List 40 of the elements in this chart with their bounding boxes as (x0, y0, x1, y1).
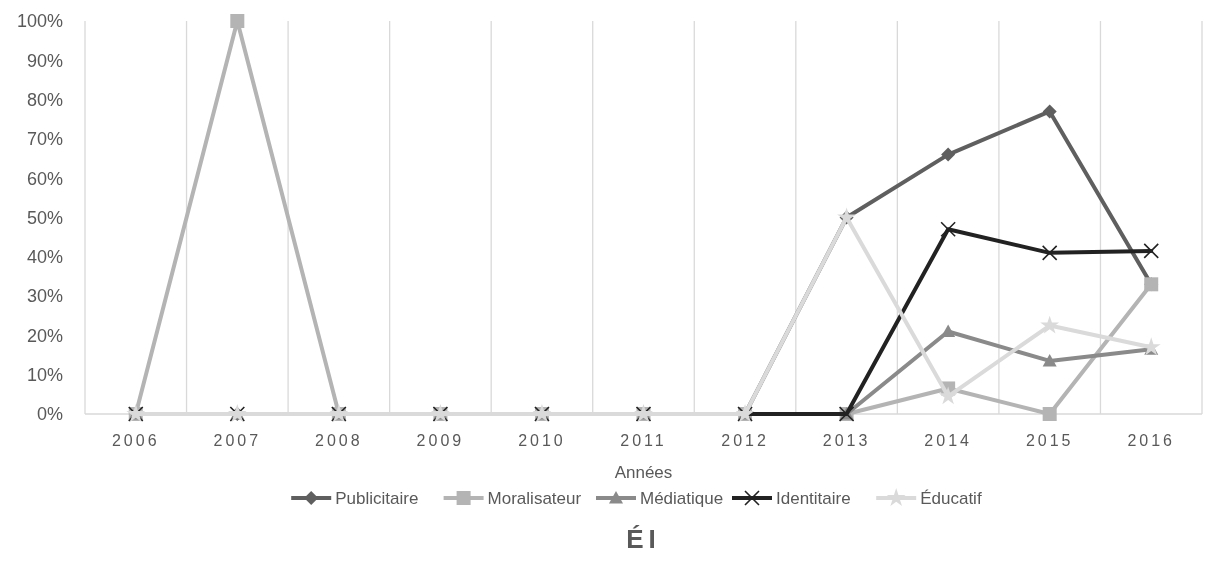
legend-label: Éducatif (920, 488, 982, 508)
point (938, 386, 958, 405)
y-tick-label: 20% (26, 325, 63, 346)
point (1041, 245, 1058, 261)
x-tick-label: 2008 (315, 432, 363, 449)
y-tick-label: 0% (36, 404, 63, 425)
point (1040, 315, 1060, 334)
y-tick-label: 70% (26, 129, 63, 150)
x-tick-label: 2016 (1127, 432, 1176, 449)
y-tick-label: 100% (16, 11, 63, 32)
point (940, 221, 956, 238)
point (1042, 353, 1057, 367)
x-tick-label: 2014 (924, 432, 972, 449)
x-tick-label: 2011 (620, 432, 667, 449)
x-tick-label: 2009 (416, 432, 465, 449)
point (1042, 104, 1057, 119)
x-tick-label: 2010 (518, 432, 566, 449)
y-tick-label: 10% (26, 365, 63, 385)
x-axis-title: Années (614, 463, 673, 482)
x-tick-label: 2007 (213, 432, 262, 449)
legend-label: Publicitaire (335, 488, 419, 508)
y-tick-label: 80% (26, 89, 63, 110)
y-tick-label: 60% (26, 168, 63, 189)
x-tick-label: 2012 (721, 432, 769, 449)
point (941, 324, 956, 338)
x-tick-label: 2015 (1025, 432, 1074, 449)
y-tick-label: 30% (26, 286, 63, 307)
point (1143, 243, 1160, 259)
point (1042, 407, 1057, 421)
legend-label: Médiatique (640, 488, 724, 508)
legend-label: Moralisateur (487, 488, 582, 508)
point (230, 14, 245, 28)
y-tick-label: 40% (26, 247, 63, 268)
legend-label: Identitaire (776, 488, 851, 508)
text: ÉI (626, 524, 661, 554)
y-tick-label: 50% (26, 207, 63, 228)
x-tick-label: 2006 (111, 432, 160, 449)
y-tick-label: 90% (26, 50, 63, 71)
x-tick-label: 2013 (822, 432, 871, 449)
point (941, 147, 956, 162)
